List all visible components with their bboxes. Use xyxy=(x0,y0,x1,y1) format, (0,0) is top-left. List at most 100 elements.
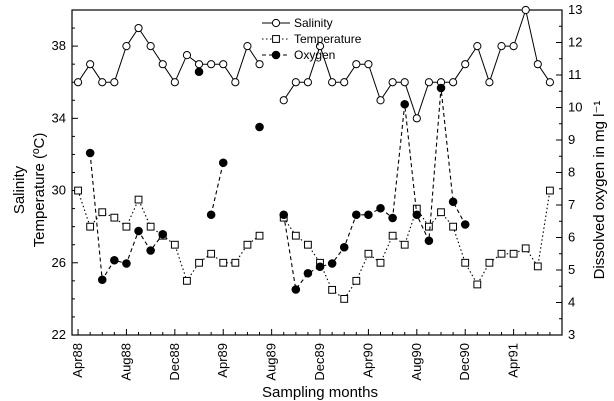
salinity-point xyxy=(207,60,216,69)
salinity-point xyxy=(473,42,482,51)
x-tick-label: Dec90 xyxy=(457,343,472,381)
salinity-point xyxy=(449,78,458,87)
oxygen-point xyxy=(460,220,470,229)
oxygen-point xyxy=(424,236,434,246)
x-tick-label: Apr89 xyxy=(215,343,230,378)
oxygen-point xyxy=(376,203,385,213)
oxygen-point xyxy=(448,197,458,207)
x-tick-label: Aug90 xyxy=(409,343,424,381)
temperature-point xyxy=(86,222,95,231)
salinity-point xyxy=(303,78,313,87)
oxygen-point xyxy=(412,210,422,220)
temperature-point xyxy=(473,280,482,289)
salinity-point xyxy=(158,60,167,69)
temperature-point xyxy=(231,258,240,267)
temperature-point xyxy=(485,258,494,267)
oxygen-point xyxy=(194,67,204,77)
temperature-point xyxy=(400,240,409,249)
y-left-tick-label: 38 xyxy=(52,38,66,53)
temperature-point xyxy=(304,240,312,249)
temperature-point xyxy=(388,231,397,240)
y-right-tick-label: 11 xyxy=(568,67,582,82)
temperature-point xyxy=(425,222,433,231)
legend-marker-oxygen xyxy=(271,50,281,60)
legend-marker-salinity xyxy=(271,18,281,28)
salinity-point xyxy=(328,78,337,87)
oxygen-point xyxy=(85,148,95,158)
temperature-point xyxy=(340,294,349,303)
salinity-point xyxy=(243,42,252,51)
oxygen-line xyxy=(210,162,224,215)
salinity-point xyxy=(86,60,95,69)
oxygen-point xyxy=(364,210,373,220)
oxygen-line xyxy=(283,87,466,291)
temperature-point xyxy=(376,258,385,267)
salinity-point xyxy=(485,78,494,87)
x-tick-label: Aug88 xyxy=(118,343,133,381)
temperature-point xyxy=(497,249,506,258)
oxygen-point xyxy=(315,262,325,272)
temperature-point xyxy=(521,244,530,253)
salinity-point xyxy=(424,78,434,87)
salinity-point xyxy=(146,42,155,51)
temperature-point xyxy=(243,240,252,249)
temperature-point xyxy=(291,231,300,240)
temperature-point xyxy=(364,249,373,258)
salinity-point xyxy=(497,42,506,51)
temperature-point xyxy=(219,258,228,267)
oxygen-point xyxy=(303,268,313,278)
y-left-tick-label: 26 xyxy=(52,255,66,270)
salinity-point xyxy=(122,42,131,51)
x-tick-label: Dec89 xyxy=(312,343,327,381)
oxygen-point xyxy=(97,275,107,285)
temperature-point xyxy=(146,222,155,231)
oxygen-point xyxy=(279,210,289,220)
x-tick-label: Aug89 xyxy=(264,343,279,381)
salinity-point xyxy=(461,60,470,69)
oxygen-point xyxy=(327,259,337,268)
oxygen-point xyxy=(206,210,216,220)
salinity-point xyxy=(255,60,264,69)
oxygen-point xyxy=(110,255,119,265)
temperature-point xyxy=(255,231,264,240)
salinity-point xyxy=(110,78,119,87)
oxygen-point xyxy=(436,83,446,93)
salinity-point xyxy=(412,114,421,123)
salinity-point xyxy=(170,78,179,87)
temperature-point xyxy=(533,262,542,271)
salinity-point xyxy=(545,78,555,87)
temperature-point xyxy=(546,186,554,195)
oxygen-point xyxy=(146,246,155,255)
legend-marker-temperature xyxy=(272,35,280,43)
temperature-point xyxy=(352,276,361,285)
y-axis-title-salinity: Salinity xyxy=(11,165,28,214)
oxygen-point xyxy=(291,285,301,294)
y-left-tick-label: 30 xyxy=(52,183,66,198)
temperature-point xyxy=(110,213,119,222)
oxygen-point xyxy=(158,229,168,239)
oxygen-point xyxy=(339,242,349,252)
temperature-point xyxy=(328,285,337,294)
x-tick-label: Apr88 xyxy=(70,343,85,378)
oxygen-point xyxy=(388,213,397,223)
y-right-tick-label: 4 xyxy=(568,295,575,310)
salinity-point xyxy=(364,60,373,69)
salinity-line xyxy=(77,27,260,84)
y-axis-title-oxygen: Dissolved oxygen in mg l⁻¹ xyxy=(591,101,608,280)
salinity-point xyxy=(73,78,83,87)
salinity-point xyxy=(231,78,240,87)
oxygen-point xyxy=(218,158,228,168)
legend-label-temperature: Temperature xyxy=(294,32,362,46)
salinity-point xyxy=(521,5,530,15)
salinity-point xyxy=(400,78,409,87)
temperature-point xyxy=(207,249,216,258)
y-left-tick-label: 34 xyxy=(52,110,66,125)
y-axis-title-temperature: Temperature (ºC) xyxy=(31,133,48,248)
legend: Salinity Temperature Oxygen xyxy=(262,16,362,62)
legend-label-salinity: Salinity xyxy=(294,16,333,30)
y-right-tick-label: 12 xyxy=(568,35,582,50)
oxygen-point xyxy=(352,210,361,220)
